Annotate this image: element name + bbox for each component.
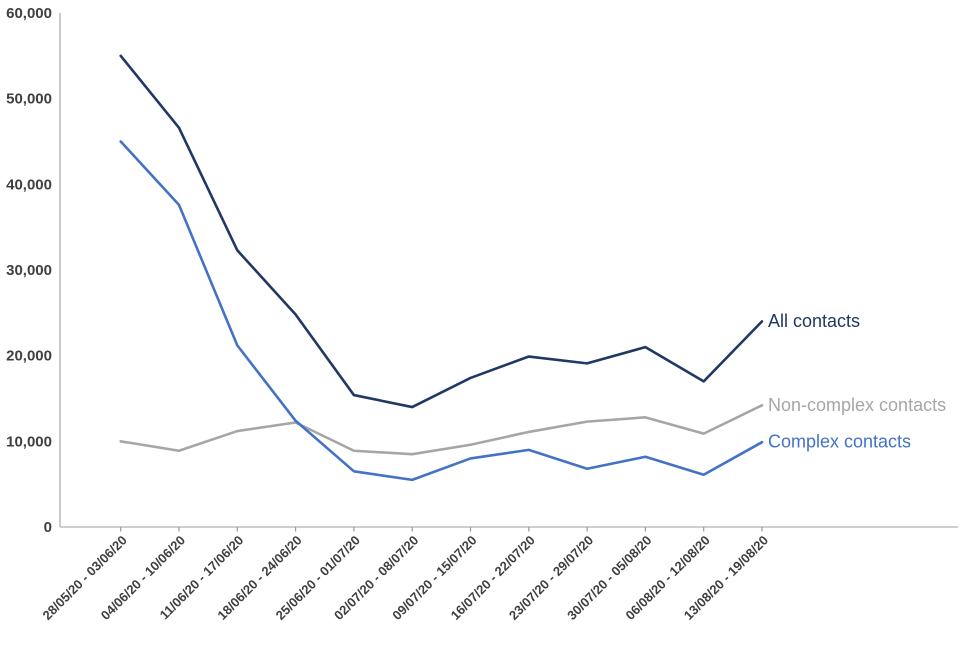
series-label-all-contacts: All contacts — [768, 311, 860, 331]
y-axis-tick-label: 30,000 — [6, 262, 52, 279]
y-axis-tick-label: 0 — [44, 519, 52, 536]
y-axis-tick-label: 60,000 — [6, 5, 52, 22]
y-axis-tick-label: 10,000 — [6, 433, 52, 450]
series-line-complex-contacts — [119, 140, 764, 482]
y-axis-tick-label: 50,000 — [6, 91, 52, 108]
series-label-complex-contacts: Complex contacts — [768, 432, 911, 452]
series-line-non-complex-contacts — [119, 404, 764, 456]
series-line-all-contacts — [119, 54, 764, 409]
series-label-non-complex-contacts: Non-complex contacts — [768, 395, 946, 415]
y-axis-tick-label: 40,000 — [6, 176, 52, 193]
y-axis-tick-label: 20,000 — [6, 348, 52, 365]
